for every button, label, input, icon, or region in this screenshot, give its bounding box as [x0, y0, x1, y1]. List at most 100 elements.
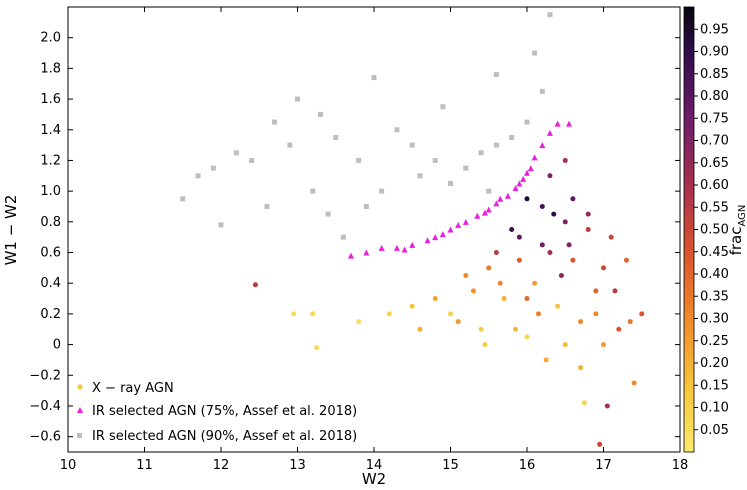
point-series1-11	[493, 200, 500, 207]
point-series0-55	[612, 288, 618, 294]
colorbar-tick-label-2: 0.15	[700, 378, 729, 393]
legend-label-ir75: IR selected AGN (75%, Assef et al. 2018)	[92, 404, 357, 419]
point-series0-4	[516, 234, 522, 240]
point-series2-12	[340, 234, 346, 240]
point-series0-15	[578, 319, 584, 325]
y-tick-label-1: −0.4	[29, 399, 61, 414]
y-tick-label-8: 1.0	[40, 184, 61, 199]
point-series0-32	[585, 211, 591, 217]
colorbar-label-sub: AGN	[737, 205, 747, 227]
colorbar-tick-label-15: 0.80	[700, 89, 729, 104]
x-tick-label-4: 14	[366, 458, 383, 473]
point-series1-9	[474, 212, 481, 219]
x-tick-label-1: 11	[136, 458, 153, 473]
point-series0-28	[291, 311, 297, 317]
point-series0-56	[627, 319, 633, 325]
point-series2-33	[264, 203, 270, 209]
point-series2-7	[287, 142, 293, 148]
point-series2-9	[310, 188, 316, 194]
x-axis-label: W2	[362, 470, 386, 488]
y-tick-label-5: 0.4	[40, 276, 61, 291]
point-series0-49	[417, 326, 423, 332]
point-series0-9	[463, 273, 469, 279]
colorbar-tick-label-0: 0.05	[700, 423, 729, 438]
y-tick-label-3: 0	[53, 338, 61, 353]
point-series0-14	[448, 311, 453, 317]
y-tick-label-9: 1.2	[40, 153, 61, 168]
point-series2-21	[463, 165, 469, 171]
point-series0-24	[409, 303, 415, 309]
point-series2-22	[478, 150, 484, 156]
legend-marker-ir75	[77, 407, 83, 413]
point-series0-52	[513, 326, 519, 332]
point-series0-47	[524, 296, 530, 302]
colorbar-tick-label-10: 0.55	[700, 200, 729, 215]
colorbar-tick-label-6: 0.35	[700, 289, 729, 304]
point-series2-34	[363, 203, 369, 209]
colorbar-tick-label-14: 0.75	[700, 111, 729, 126]
point-series1-16	[531, 154, 538, 161]
point-series2-5	[249, 157, 255, 163]
point-series0-36	[601, 342, 606, 348]
point-series0-40	[604, 403, 610, 409]
point-series2-25	[509, 134, 515, 140]
point-series0-26	[356, 319, 362, 325]
point-series0-45	[493, 250, 499, 256]
point-series2-11	[333, 134, 339, 140]
point-series2-15	[379, 188, 385, 194]
point-series2-1	[195, 173, 201, 179]
colorbar	[683, 6, 695, 453]
point-series2-10	[317, 111, 323, 117]
colorbar-ticks: 0.05 0.10 0.15 0.20 0.25 0.30 0.35 0.40 0.45 0.50…	[694, 22, 729, 438]
point-series0-48	[455, 319, 461, 325]
point-series1-7	[447, 226, 454, 233]
point-series0-43	[547, 173, 553, 179]
colorbar-label: fracAGN	[727, 205, 747, 256]
data-points	[180, 12, 645, 447]
y-axis-label: W1 − W2	[2, 195, 20, 266]
legend: X − ray AGN IR selected AGN (75%, Assef …	[77, 381, 357, 444]
point-series2-19	[432, 157, 438, 163]
legend-marker-ir90	[77, 433, 82, 438]
point-series0-35	[593, 311, 599, 317]
point-series2-29	[539, 88, 545, 94]
point-series2-0	[180, 196, 186, 202]
colorbar-tick-label-7: 0.40	[700, 267, 729, 282]
point-series0-18	[562, 342, 568, 348]
point-series2-24	[493, 142, 499, 148]
point-series0-13	[555, 303, 561, 309]
point-series2-26	[524, 119, 530, 125]
point-series0-25	[386, 311, 392, 317]
point-series0-8	[486, 265, 492, 271]
point-series0-22	[470, 288, 476, 294]
x-tick-label-5: 15	[442, 458, 459, 473]
point-series0-37	[578, 365, 584, 371]
point-series0-31	[570, 196, 576, 202]
colorbar-tick-label-1: 0.10	[700, 401, 729, 416]
point-series0-27	[310, 311, 316, 317]
point-series0-5	[547, 250, 553, 256]
point-series2-8	[295, 96, 300, 102]
point-series1-8	[462, 218, 469, 225]
point-series1-25	[516, 180, 523, 187]
point-series0-21	[539, 242, 545, 248]
point-series2-27	[532, 50, 538, 56]
point-series1-27	[401, 246, 408, 253]
point-series0-10	[532, 280, 538, 286]
point-series0-51	[535, 311, 541, 317]
point-series0-44	[562, 157, 568, 163]
point-series1-6	[439, 231, 446, 238]
point-series2-20	[448, 180, 453, 186]
legend-label-xray: X − ray AGN	[92, 381, 174, 396]
x-tick-label-2: 12	[213, 458, 230, 473]
colorbar-tick-label-17: 0.90	[700, 45, 729, 60]
point-series1-15	[527, 165, 534, 172]
point-series0-2	[562, 219, 568, 225]
colorbar-tick-label-4: 0.25	[700, 334, 729, 349]
point-series0-6	[570, 257, 576, 263]
point-series0-59	[497, 280, 503, 286]
point-series0-23	[432, 296, 438, 302]
point-series2-31	[440, 104, 446, 110]
point-series2-23	[486, 188, 492, 194]
legend-label-ir90: IR selected AGN (90%, Assef et al. 2018)	[92, 429, 357, 444]
